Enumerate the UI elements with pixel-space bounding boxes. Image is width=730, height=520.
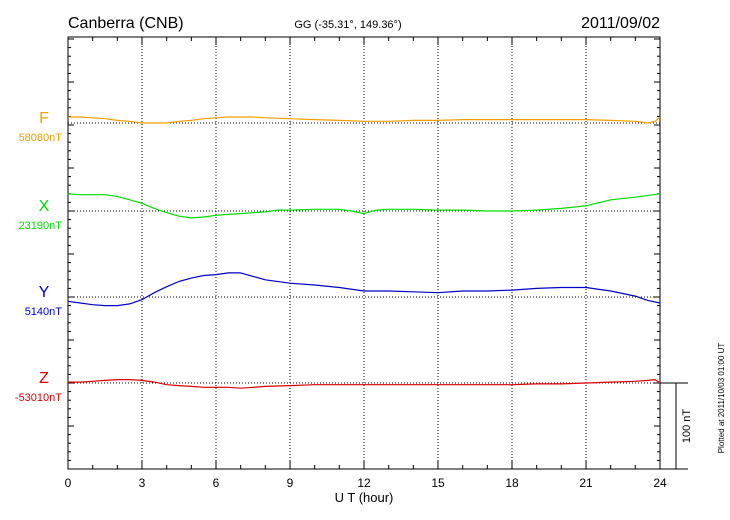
grid-lines [68,37,660,469]
x-tick-label: 6 [213,476,220,490]
series-baseline-f: 58080nT [19,132,63,144]
x-tick-label: 3 [139,476,146,490]
x-tick-label: 9 [287,476,294,490]
station-title: Canberra (CNB) [68,15,184,32]
series-name-f: F [39,110,49,127]
series-lines [67,116,661,389]
series-line-z [68,379,661,389]
x-tick-label: 15 [431,476,445,490]
series-line-f [68,116,661,124]
series-name-y: Y [39,284,50,301]
date-label: 2011/09/02 [581,15,660,32]
x-tick-label: 0 [65,476,72,490]
series-baseline-z: -53010nT [15,392,62,404]
series-baseline-x: 23190nT [19,220,63,232]
x-tick-label: 18 [505,476,519,490]
series-line-y [67,272,661,307]
series-labels: F 58080nT X 23190nT Y 5140nT Z -53010nT [15,110,62,404]
x-tick-label: 24 [653,476,667,490]
series-name-x: X [39,198,50,215]
x-tick-labels: 0 3 6 9 12 15 18 21 24 [65,476,667,490]
coords-label: GG (-35.31°, 149.36°) [294,19,401,31]
scale-bar-label: 100 nT [681,409,693,444]
series-name-z: Z [39,370,49,387]
series-baseline-y: 5140nT [25,306,63,318]
x-axis-label: U T (hour) [335,490,394,505]
series-line-x [67,193,661,219]
x-tick-label: 21 [579,476,593,490]
scale-bar: 100 nT [660,382,693,470]
plotted-at-note: Plotted at 2011/10/03 01:00 UT [717,343,726,454]
x-tick-label: 12 [357,476,371,490]
